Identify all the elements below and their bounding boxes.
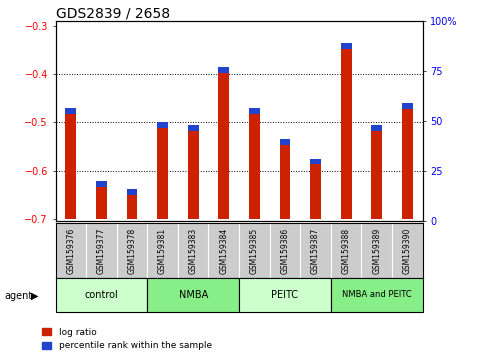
Bar <box>280 139 290 145</box>
FancyBboxPatch shape <box>331 278 423 312</box>
Bar <box>280 139 290 219</box>
Bar <box>96 181 107 219</box>
Text: NMBA and PEITC: NMBA and PEITC <box>342 290 412 299</box>
Bar <box>127 189 137 195</box>
Text: GSM159376: GSM159376 <box>66 227 75 274</box>
Legend: log ratio, percentile rank within the sample: log ratio, percentile rank within the sa… <box>39 324 215 354</box>
FancyBboxPatch shape <box>147 278 239 312</box>
Bar <box>188 125 199 219</box>
Bar <box>249 108 260 114</box>
Text: NMBA: NMBA <box>179 290 208 300</box>
FancyBboxPatch shape <box>239 278 331 312</box>
Bar <box>402 103 412 109</box>
Bar <box>371 125 382 219</box>
Text: GSM159389: GSM159389 <box>372 227 381 274</box>
Bar <box>310 159 321 219</box>
Bar <box>341 43 352 219</box>
Bar <box>310 159 321 164</box>
Bar <box>96 181 107 187</box>
Bar <box>218 67 229 73</box>
Text: GSM159383: GSM159383 <box>189 227 198 274</box>
Text: PEITC: PEITC <box>271 290 298 300</box>
Text: control: control <box>85 290 118 300</box>
Text: GDS2839 / 2658: GDS2839 / 2658 <box>56 6 170 20</box>
Bar <box>157 122 168 219</box>
Text: GSM159388: GSM159388 <box>341 227 351 274</box>
Text: GSM159381: GSM159381 <box>158 227 167 274</box>
Bar <box>66 108 76 219</box>
Text: GSM159390: GSM159390 <box>403 227 412 274</box>
Bar <box>188 125 199 131</box>
Bar <box>402 103 412 219</box>
FancyBboxPatch shape <box>56 278 147 312</box>
Bar <box>157 122 168 128</box>
Text: GSM159385: GSM159385 <box>250 227 259 274</box>
Text: GSM159378: GSM159378 <box>128 227 137 274</box>
Text: ▶: ▶ <box>31 291 39 301</box>
Bar <box>341 43 352 49</box>
Text: GSM159386: GSM159386 <box>281 227 289 274</box>
Bar <box>371 125 382 131</box>
Bar <box>127 189 137 219</box>
Text: agent: agent <box>5 291 33 301</box>
Text: GSM159384: GSM159384 <box>219 227 228 274</box>
Text: GSM159377: GSM159377 <box>97 227 106 274</box>
Text: GSM159387: GSM159387 <box>311 227 320 274</box>
Bar <box>249 108 260 219</box>
Bar <box>218 67 229 219</box>
Bar <box>66 108 76 114</box>
